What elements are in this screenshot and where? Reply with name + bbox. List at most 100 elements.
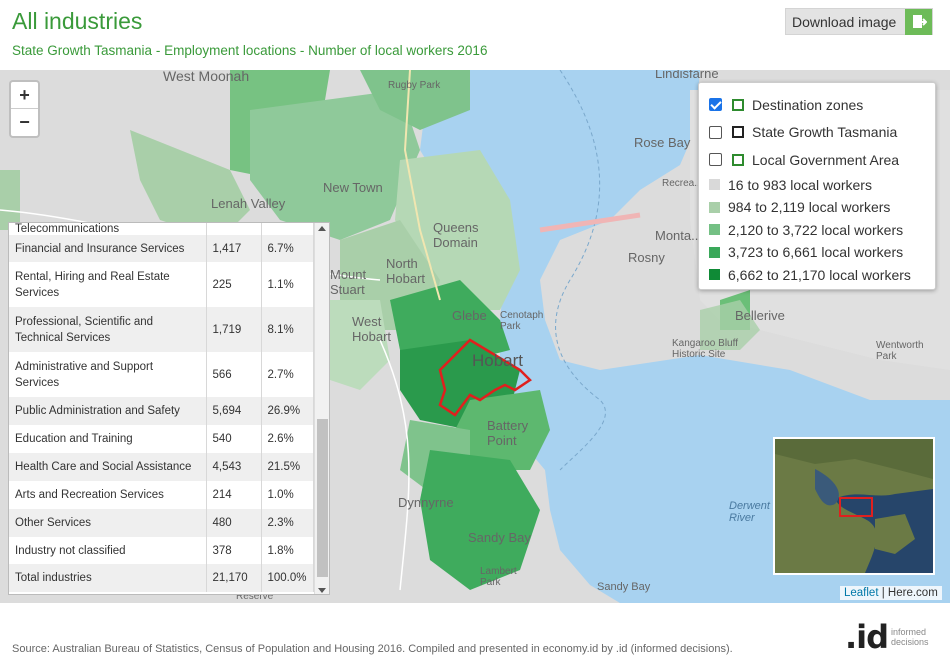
label-lambert: Lambert Park [480,566,517,588]
count-cell: 540 [206,425,262,453]
table-row: Telecommunications [9,223,314,235]
label-derwent: Derwent River [729,500,770,524]
legend-class: 2,120 to 3,722 local workers [709,219,925,242]
table-row: Education and Training 540 2.6% [9,425,314,453]
label-west-moonah: West Moonah [163,70,250,84]
download-image-button[interactable]: Download image [785,8,933,35]
zone-lenah [130,130,250,240]
table-row: Industry not classified 378 1.8% [9,537,314,564]
download-icon [905,9,932,35]
logo-tagline: informed decisions [891,627,929,647]
zoom-in-button[interactable]: + [11,82,38,109]
label-sandy-bay: Sandy Bay [468,530,531,545]
count-cell: 4,543 [206,453,262,481]
leaflet-link[interactable]: Leaflet [844,587,879,599]
label-glebe: Glebe [452,308,487,323]
label-lenah: Lenah Valley [211,196,286,211]
label-montagu: Monta... [655,228,702,243]
table-row: Financial and Insurance Services 1,417 6.7… [9,235,314,262]
industry-cell: Rental, Hiring and Real Estate Services [9,262,207,307]
scroll-up-icon[interactable] [318,226,326,231]
checkbox-state-growth[interactable] [709,125,722,139]
industry-cell: Administrative and Support Services [9,352,207,397]
industry-cell: Telecommunications [9,223,207,235]
legend-swatch [709,201,720,213]
download-label: Download image [792,13,897,30]
pct-cell: 2.3% [261,509,314,537]
industry-cell: Health Care and Social Assistance [9,453,207,481]
table-row: Other Services 480 2.3% [9,509,314,537]
checkbox-destination-zones[interactable] [709,98,722,112]
count-cell: 566 [206,352,262,397]
table-row: Professional, Scientific and Technical S… [9,307,314,352]
zone-rugby [360,70,470,130]
layer-lga[interactable]: Local Government Area [709,146,925,174]
label-rose-bay: Rose Bay [634,135,691,150]
layer-state-growth[interactable]: State Growth Tasmania [709,119,925,147]
map-attribution: Leaflet | Here.com [840,586,942,600]
legend-class-label: 6,662 to 21,170 local workers [728,266,911,283]
table-scrollbar[interactable] [314,223,329,594]
label-kangaroo: Kangaroo Bluff Historic Site [672,338,738,360]
tasman-bridge [539,212,641,233]
page-subtitle: State Growth Tasmania - Employment locat… [12,43,488,58]
logo-tagline-1: informed [891,627,927,637]
legend-swatch [709,224,720,236]
table-row-total: Total industries 21,170 100.0% [9,564,314,592]
source-note: Source: Australian Bureau of Statistics,… [12,643,733,655]
table-row: Health Care and Social Assistance 4,543 21… [9,453,314,481]
pct-cell: 6.7% [261,235,314,262]
layer-label: Local Government Area [752,151,900,168]
legend-swatch [709,179,720,191]
label-battery: Battery Point [487,418,529,448]
label-dynnyrne: Dynnyrne [398,495,454,510]
count-cell: 225 [206,262,262,307]
count-cell: 21,170 [206,564,262,592]
pct-cell: 1.0% [261,481,314,509]
scroll-down-icon[interactable] [318,588,326,593]
pct-cell: 21.5% [261,453,314,481]
label-reserve: Reserve [236,591,274,602]
label-mount-stuart: Mount Stuart [330,267,367,297]
legend-swatch [709,246,720,258]
layer-label: State Growth Tasmania [752,124,898,141]
pct-cell: 2.6% [261,425,314,453]
zone-bellerive [700,300,760,350]
layer-legend: Destination zones State Growth Tasmania … [698,82,936,290]
id-logo: .id informed decisions [845,618,929,656]
industry-table[interactable]: Telecommunications Financial and Insuran… [8,222,330,595]
count-cell: 1,719 [206,307,262,352]
count-cell: 214 [206,481,262,509]
checkbox-lga[interactable] [709,153,722,167]
table-row: Arts and Recreation Services 214 1.0% [9,481,314,509]
attribution-separator: | [878,587,888,599]
layer-destination-zones[interactable]: Destination zones [709,91,925,119]
industry-cell: Total industries [9,564,207,592]
industry-cell: Industry not classified [9,537,207,564]
zone-newtown [250,90,420,240]
green-outline-swatch [732,98,744,111]
scroll-thumb[interactable] [317,419,328,577]
here-credit: Here.com [887,587,938,599]
legend-class: 6,662 to 21,170 local workers [709,264,925,287]
legend-swatch [709,269,720,281]
label-queens: Queens Domain [433,220,479,250]
count-cell: 5,694 [206,397,262,425]
pct-cell: 8.1% [261,307,314,352]
legend-class: 984 to 2,119 local workers [709,196,925,219]
label-new-town: New Town [323,180,383,195]
label-rosny: Rosny [628,250,665,265]
green-outline-swatch [732,153,744,166]
logo-mark: .id [845,618,889,656]
table-row: Public Administration and Safety 5,694 26.… [9,397,314,425]
industry-cell: Financial and Insurance Services [9,235,207,262]
pct-cell [261,223,314,235]
pct-cell: 1.8% [261,537,314,564]
overview-minimap[interactable] [773,437,935,575]
legend-class-label: 984 to 2,119 local workers [728,199,891,216]
industry-cell: Education and Training [9,425,207,453]
zone-battery-point [450,390,550,470]
zoom-out-button[interactable]: − [19,112,30,132]
pct-cell: 26.9% [261,397,314,425]
